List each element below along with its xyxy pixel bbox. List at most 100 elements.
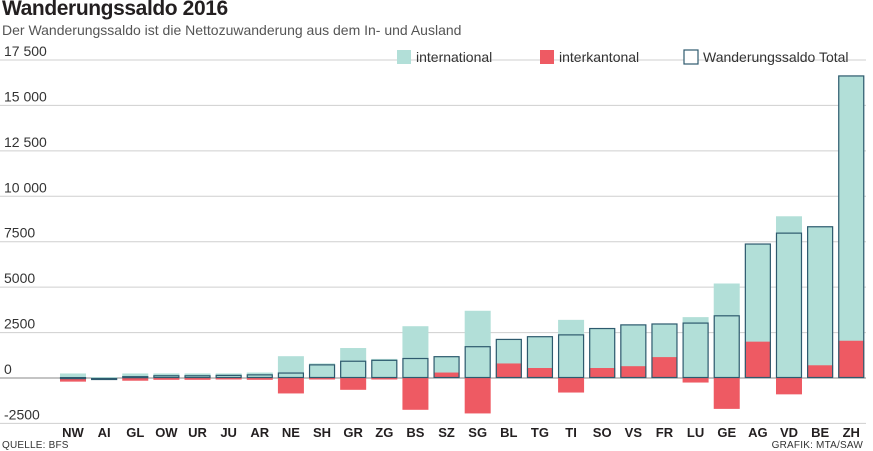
international-bar (464, 310, 491, 378)
interkantonal-bar (371, 378, 398, 380)
interkantonal-bar (651, 357, 678, 378)
x-category-label: BE (811, 425, 829, 440)
legend-label: interkantonal (559, 49, 639, 65)
interkantonal-bar (682, 378, 709, 383)
x-category-label: LU (687, 425, 704, 440)
interkantonal-bar (713, 378, 740, 409)
x-category-label: TI (565, 425, 577, 440)
total-bar-outline (744, 243, 771, 379)
x-category-label: SG (468, 425, 487, 440)
total-bar-outline (589, 327, 616, 379)
credit-note: GRAFIK: MTA/SAW (771, 440, 863, 451)
x-category-label: AI (98, 425, 111, 440)
interkantonal-bar (744, 341, 771, 378)
total-bar-outline (215, 374, 242, 379)
source-note: QUELLE: BFS (2, 440, 69, 451)
x-category-label: JU (220, 425, 237, 440)
interkantonal-bar (309, 378, 336, 380)
legend: international interkantonal Wanderungssald… (397, 49, 849, 65)
x-category-label: SO (593, 425, 612, 440)
interkantonal-bar (464, 378, 491, 414)
y-tick-label: 5000 (4, 270, 35, 286)
y-tick-label: 10 000 (4, 179, 47, 195)
total-bar-outline (620, 324, 647, 379)
x-category-label: ZH (843, 425, 860, 440)
x-category-label: UR (188, 425, 207, 440)
total-bar-outline (526, 336, 554, 379)
interkantonal-bar (495, 363, 522, 378)
x-category-label: SH (313, 425, 331, 440)
interkantonal-bar (246, 378, 273, 380)
total-bar-outline (59, 376, 87, 380)
interkantonal-bar (340, 378, 367, 390)
x-category-label: VD (780, 425, 798, 440)
total-bar-outline (682, 322, 709, 379)
x-category-label: VS (625, 425, 643, 440)
interkantonal-bar (122, 378, 149, 381)
interkantonal-bar (807, 365, 834, 378)
legend-swatch (683, 49, 699, 65)
international-bar (775, 216, 802, 378)
x-category-label: ZG (375, 425, 393, 440)
interkantonal-bar (589, 368, 616, 378)
y-tick-label: -2500 (4, 406, 40, 422)
total-bar-outline (713, 315, 740, 379)
total-bar-outline (122, 376, 149, 379)
total-bar-outline (308, 364, 336, 379)
total-bar-outline (402, 357, 429, 379)
chart-subtitle: Der Wanderungssaldo ist die Nettozuwande… (2, 22, 462, 38)
international-bar (402, 326, 429, 378)
interkantonal-bar (60, 378, 86, 382)
international-bar (558, 319, 585, 378)
total-bar-outline (184, 375, 211, 379)
y-tick-label: 12 500 (4, 134, 47, 150)
y-tick-label: 17 500 (4, 43, 47, 59)
international-bar (122, 373, 149, 378)
total-bar-outline (91, 377, 118, 381)
interkantonal-bar (215, 378, 242, 380)
legend-label: Wanderungssaldo Total (703, 49, 849, 65)
legend-swatch (540, 50, 554, 64)
x-category-label: TG (531, 425, 549, 440)
international-bar (807, 226, 834, 378)
chart-title: Wanderungssaldo 2016 (2, 0, 228, 20)
x-axis: NW AI GL OW UR JU AR NE SH GR ZG BS SZ SG BL TG TI SO VS FR… (62, 425, 860, 440)
y-tick-label: 2500 (4, 316, 35, 332)
total-bar-outline (838, 75, 865, 379)
y-axis: -2500 0 2500 5000 7500 10 000 12 500 15 000 17 5… (4, 43, 47, 422)
y-tick-label: 0 (4, 361, 12, 377)
x-category-label: AG (748, 425, 768, 440)
x-category-label: FR (656, 425, 674, 440)
total-bar-outline (651, 323, 678, 379)
x-category-label: BS (406, 425, 424, 440)
x-category-label: NW (62, 425, 84, 440)
interkantonal-bar (402, 378, 429, 410)
total-bar-outline (371, 359, 398, 379)
interkantonal-bar (184, 378, 211, 380)
x-category-label: OW (155, 425, 178, 440)
international-bar (277, 356, 304, 378)
interkantonal-bar (277, 378, 304, 394)
interkantonal-bar (838, 340, 865, 378)
international-bar (91, 377, 118, 379)
international-bar (838, 75, 865, 379)
y-tick-label: 7500 (4, 225, 35, 241)
total-bar-outline (340, 360, 367, 379)
total-bar-outline (246, 374, 273, 379)
total-bar-outline (464, 346, 491, 379)
total-bar-outline (557, 334, 585, 379)
x-category-label: GR (343, 425, 363, 440)
total-bar-outline (807, 226, 834, 379)
total-bar-outline (153, 375, 180, 379)
x-category-label: GL (126, 425, 144, 440)
x-category-label: AR (250, 425, 269, 440)
y-tick-label: 15 000 (4, 88, 47, 104)
bars (59, 75, 865, 414)
interkantonal-bar (153, 378, 180, 380)
international-bar (713, 283, 740, 378)
total-bar-outline (775, 232, 803, 379)
x-category-label: NE (282, 425, 300, 440)
interkantonal-bar (433, 372, 460, 378)
international-bar (60, 373, 86, 378)
